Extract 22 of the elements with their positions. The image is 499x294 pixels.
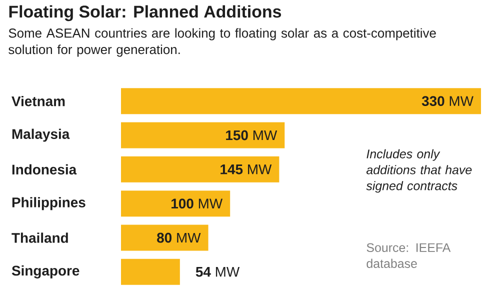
y-tick-label: Vietnam <box>12 96 65 106</box>
y-tick-label: Singapore <box>12 265 80 278</box>
y-tick-label: Indonesia <box>12 164 77 175</box>
y-tick-label: Thailand <box>12 232 68 243</box>
bar <box>121 224 208 251</box>
annotation: Source: IEEFA database <box>366 243 451 268</box>
annotation: Includes only additions that have signed contracts <box>366 149 472 193</box>
data-label: 100 MW <box>172 198 223 209</box>
bar <box>121 190 230 217</box>
data-label: 150 MW <box>226 130 278 140</box>
chart-subtitle: Some ASEAN countries are looking to floating solar as a cost-competitive solution for power generation. <box>8 28 436 57</box>
data-label: 80 MW <box>157 232 201 243</box>
data-label: 54 MW <box>196 267 240 277</box>
data-label: 330 MW <box>422 96 474 106</box>
chart-title: Floating Solar: Planned Additions <box>9 5 282 22</box>
bar <box>121 88 482 114</box>
bar <box>121 122 285 148</box>
y-tick-label: Malaysia <box>12 128 70 142</box>
bar <box>121 258 180 285</box>
bar <box>121 156 280 182</box>
data-label: 145 MW <box>220 164 272 174</box>
y-tick-label: Philippines <box>12 197 86 210</box>
